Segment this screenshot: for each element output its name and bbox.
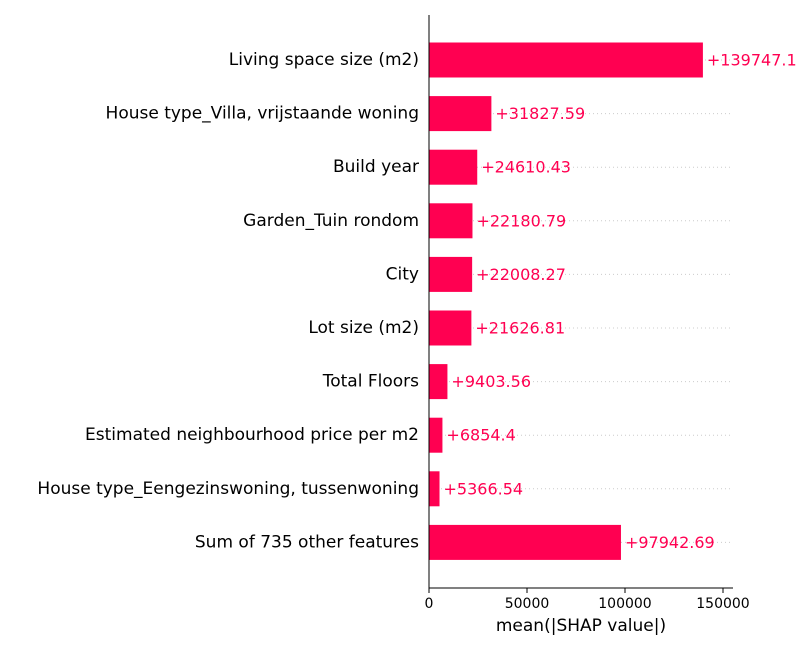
- x-tick-label-100000: 100000: [598, 596, 651, 612]
- bars: [429, 42, 703, 560]
- category-label-garden-tuin-rondom: Garden_Tuin rondom: [243, 211, 419, 231]
- x-ticks: 0 50000 100000 150000: [425, 588, 750, 612]
- value-label-lot-size-m2: +21626.81: [475, 319, 565, 338]
- category-label-total-floors: Total Floors: [322, 372, 419, 392]
- x-axis-title: mean(|SHAP value|): [496, 616, 666, 636]
- bar-total-floors: [429, 364, 448, 400]
- value-labels: +139747.1 +31827.59 +24610.43 +22180.79 +220…: [444, 51, 797, 552]
- category-labels: Living space size (m2) House type_Villa, …: [37, 50, 419, 552]
- value-label-house-type-eengezinswoning-tussenwoning: +5366.54: [444, 479, 524, 498]
- x-tick-label-0: 0: [425, 596, 434, 612]
- category-label-house-type-villa-vrijstaande-woning: House type_Villa, vrijstaande woning: [106, 104, 419, 124]
- category-label-lot-size-m2: Lot size (m2): [308, 318, 419, 338]
- row-guides: [429, 59, 733, 543]
- value-label-house-type-villa-vrijstaande-woning: +31827.59: [495, 104, 585, 123]
- category-label-build-year: Build year: [333, 157, 419, 177]
- value-label-sum-of-735-other-features: +97942.69: [625, 533, 715, 552]
- bar-build-year: [429, 149, 478, 185]
- category-label-estimated-neighbourhood-price-per-m2: Estimated neighbourhood price per m2: [85, 425, 419, 445]
- bar-lot-size-m2: [429, 310, 472, 346]
- category-label-living-space-size-m2: Living space size (m2): [229, 50, 419, 70]
- bar-estimated-neighbourhood-price-per-m2: [429, 417, 443, 453]
- value-label-estimated-neighbourhood-price-per-m2: +6854.4: [446, 426, 515, 445]
- value-label-city: +22008.27: [476, 265, 566, 284]
- category-label-city: City: [386, 264, 419, 284]
- x-tick-label-50000: 50000: [505, 596, 550, 612]
- bar-living-space-size-m2: [429, 42, 703, 78]
- bar-sum-of-735-other-features: [429, 524, 621, 560]
- x-tick-label-150000: 150000: [696, 596, 749, 612]
- category-label-house-type-eengezinswoning-tussenwoning: House type_Eengezinswoning, tussenwoning: [37, 479, 419, 499]
- bar-garden-tuin-rondom: [429, 203, 473, 239]
- value-label-total-floors: +9403.56: [451, 372, 531, 391]
- value-label-build-year: +24610.43: [481, 158, 571, 177]
- bar-house-type-villa-vrijstaande-woning: [429, 96, 492, 132]
- bar-city: [429, 256, 473, 292]
- bar-house-type-eengezinswoning-tussenwoning: [429, 471, 440, 507]
- value-label-garden-tuin-rondom: +22180.79: [476, 211, 566, 230]
- value-label-living-space-size-m2: +139747.1: [707, 51, 797, 70]
- category-label-sum-of-735-other-features: Sum of 735 other features: [195, 532, 419, 552]
